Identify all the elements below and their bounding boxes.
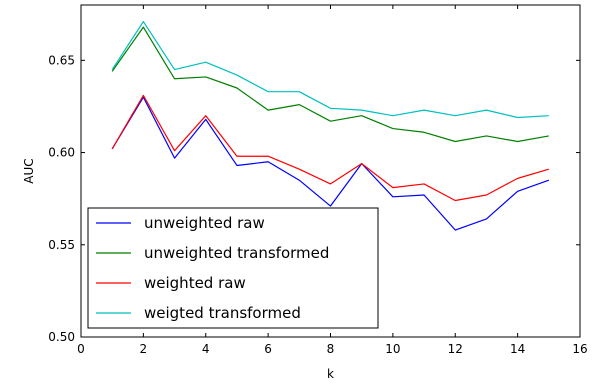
series-line-weigted-transformed xyxy=(111,21,549,119)
x-tick-label: 0 xyxy=(77,342,85,356)
y-tick-label: 0.60 xyxy=(48,146,75,160)
x-axis-label: k xyxy=(327,367,334,381)
legend-label: weigted transformed xyxy=(144,304,301,322)
series-line-unweighted-raw xyxy=(111,96,550,231)
legend: unweighted raw unweighted transformed weig… xyxy=(87,207,379,329)
legend-label: unweighted raw xyxy=(144,214,265,232)
x-tick-label: 6 xyxy=(264,342,272,356)
y-tick-label: 0.55 xyxy=(48,238,75,252)
x-tick-label: 4 xyxy=(202,342,210,356)
x-tick-label: 14 xyxy=(510,342,525,356)
legend-label: weighted raw xyxy=(144,274,246,292)
y-axis-label: AUC xyxy=(22,158,36,183)
series-line-unweighted-transformed xyxy=(111,26,549,143)
y-tick-label: 0.65 xyxy=(48,53,75,67)
legend-box xyxy=(87,207,379,329)
x-tick-label: 10 xyxy=(385,342,400,356)
series-line-weighted-raw xyxy=(111,94,549,202)
series-layer xyxy=(111,21,550,231)
x-tick-label: 12 xyxy=(448,342,463,356)
y-tick-label: 0.50 xyxy=(48,330,75,344)
x-tick-label: 8 xyxy=(327,342,335,356)
legend-label: unweighted transformed xyxy=(144,244,329,262)
axes-layer: 0 2 4 6 8 10 12 14 16 0.50 0.55 0.60 0.65 xyxy=(48,5,588,356)
x-tick-label: 16 xyxy=(572,342,587,356)
x-tick-label: 2 xyxy=(140,342,148,356)
